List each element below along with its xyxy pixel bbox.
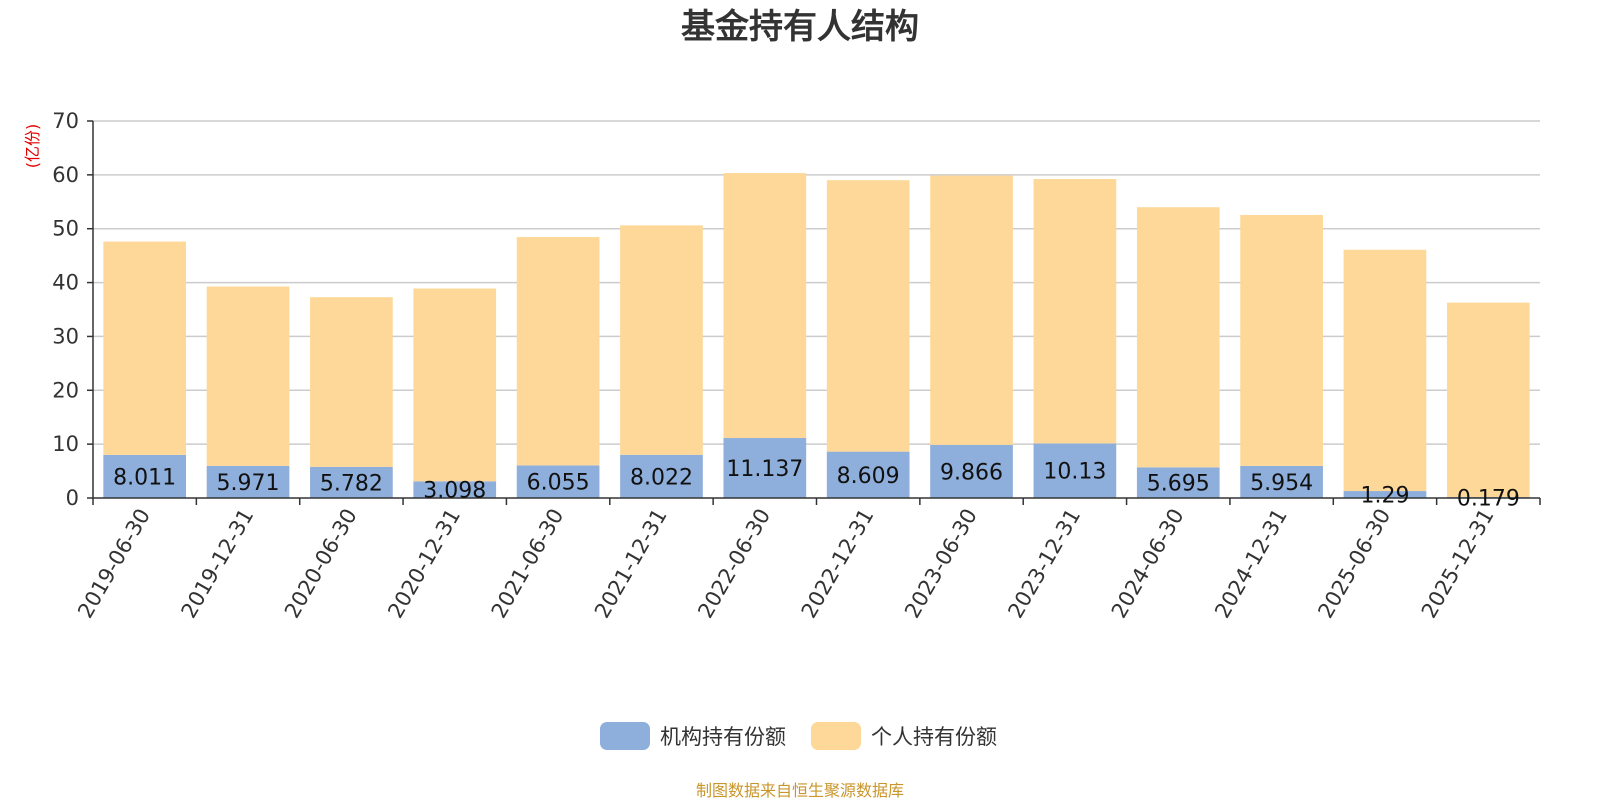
chart-title: 基金持有人结构 — [681, 7, 919, 47]
x-tick-label: 2025-06-30 — [1313, 505, 1395, 623]
bar-individual — [310, 297, 393, 467]
bar-institution — [206, 465, 290, 498]
bar-institution — [620, 454, 703, 498]
data-label: 5.782 — [320, 471, 383, 496]
source-note: 制图数据来自恒生聚源数据库 — [696, 781, 904, 800]
bars — [103, 173, 1530, 498]
bar-individual — [930, 175, 1013, 445]
data-label: 10.13 — [1043, 460, 1106, 485]
bar-institution — [1343, 491, 1427, 498]
data-label: 0.179 — [1457, 487, 1520, 512]
bar-individual — [206, 286, 290, 466]
bar-institution — [103, 454, 187, 498]
data-label: 5.695 — [1147, 472, 1210, 497]
x-tick-label: 2019-12-31 — [177, 505, 259, 623]
legend-label: 机构持有份额 — [660, 725, 786, 749]
bar-institution — [723, 438, 807, 498]
x-tick-label: 2024-06-30 — [1107, 505, 1189, 623]
data-label: 6.055 — [527, 471, 590, 496]
legend-swatch — [811, 722, 861, 750]
bar-individual — [1136, 207, 1220, 468]
bar-institution — [516, 465, 600, 498]
legend: 机构持有份额 个人持有份额 — [600, 722, 997, 750]
data-label: 8.022 — [630, 465, 693, 490]
bar-individual — [620, 225, 703, 455]
bar-institution — [930, 444, 1013, 498]
bar-institution — [1136, 467, 1220, 498]
bar-individual — [1033, 179, 1117, 444]
bar-individual — [1240, 214, 1323, 466]
y-tick-label: 70 — [52, 109, 79, 133]
y-tick-label: 40 — [52, 271, 79, 295]
x-tick-label: 2023-06-30 — [900, 504, 982, 622]
y-tick-label: 0 — [66, 486, 79, 510]
data-label: 5.954 — [1250, 471, 1313, 496]
bar-institution — [413, 481, 497, 498]
data-label: 3.098 — [423, 479, 486, 504]
bar-institution — [1033, 443, 1117, 498]
x-tick-label: 2020-06-30 — [280, 505, 362, 623]
legend-swatch — [600, 722, 650, 750]
bar-individual — [826, 180, 910, 452]
data-label: 9.866 — [940, 460, 1003, 485]
x-tick-label: 2024-12-31 — [1210, 505, 1292, 623]
data-label: 8.609 — [837, 464, 900, 489]
bar-individual — [516, 237, 600, 466]
y-axis-unit: (亿份) — [23, 124, 42, 169]
data-labels: 8.011 5.971 5.782 3.098 6.055 8.022 11.137 8.60… — [113, 457, 1520, 512]
bar-institution — [826, 451, 910, 498]
bar-individual — [1446, 302, 1530, 498]
x-tick-label: 2023-12-31 — [1003, 505, 1085, 623]
bar-institution — [1240, 465, 1323, 498]
x-tick-label: 2019-06-30 — [73, 505, 155, 623]
y-tick-label: 10 — [52, 432, 79, 456]
y-tick-label: 20 — [52, 378, 79, 402]
bar-institution — [310, 466, 393, 498]
bar-individual — [103, 241, 187, 455]
data-label: 5.971 — [217, 471, 280, 496]
bar-individual — [1343, 249, 1427, 492]
x-tick-label: 2025-12-31 — [1417, 505, 1499, 623]
legend-label: 个人持有份额 — [871, 725, 997, 749]
y-tick-label: 30 — [52, 324, 79, 348]
y-tick-label: 60 — [52, 163, 79, 187]
data-label: 1.29 — [1360, 484, 1409, 509]
x-tick-label: 2021-06-30 — [487, 505, 569, 623]
bar-individual — [413, 288, 497, 482]
x-tick-label: 2022-06-30 — [693, 505, 775, 623]
bar-individual — [723, 173, 807, 439]
x-tick-label: 2020-12-31 — [383, 505, 465, 623]
x-tick-label: 2021-12-31 — [590, 505, 672, 623]
x-tick-label: 2022-12-31 — [797, 505, 879, 623]
y-tick-label: 50 — [52, 217, 79, 241]
data-label: 8.011 — [113, 465, 176, 490]
data-label: 11.137 — [726, 457, 803, 482]
